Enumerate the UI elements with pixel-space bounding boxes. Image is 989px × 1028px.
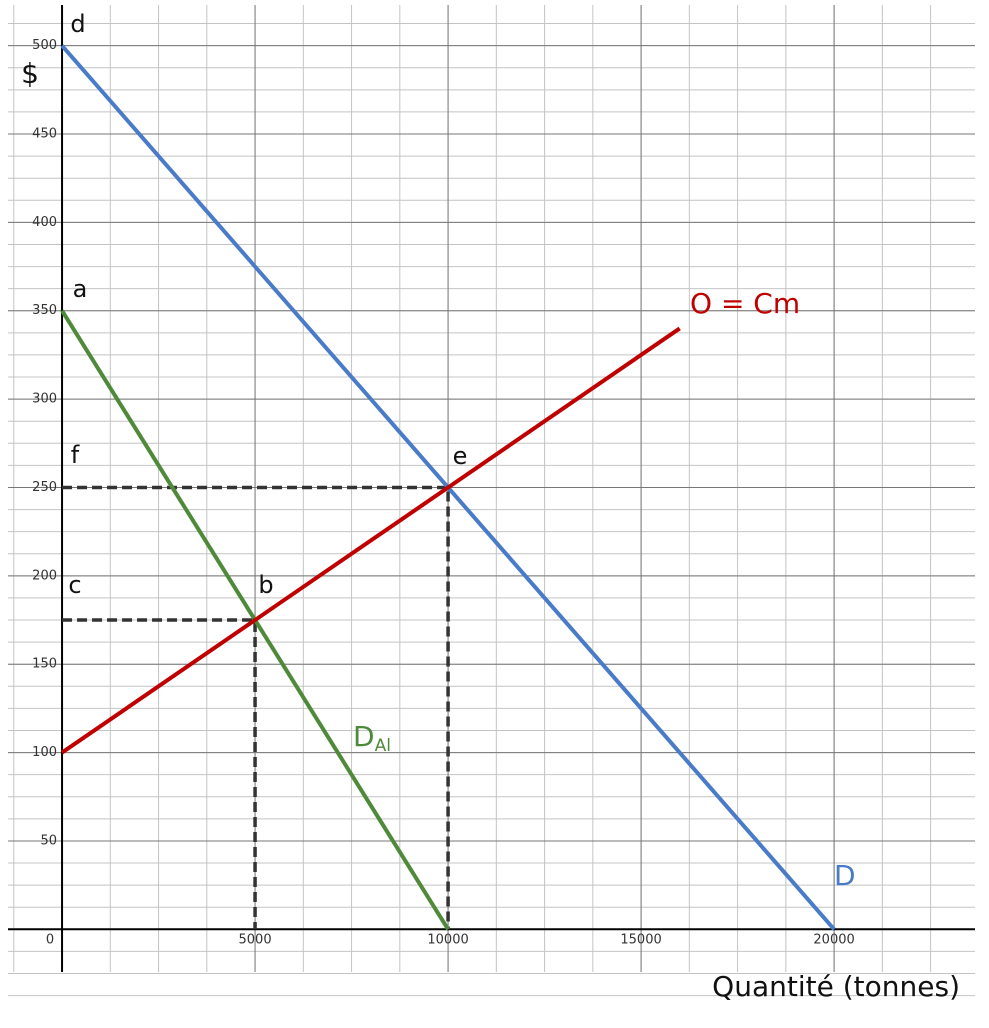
x-axis-label: Quantité (tonnes) [712,970,960,1003]
y-tick-label: 350 [32,303,57,318]
point-label: f [71,441,80,469]
guide-line [62,618,257,930]
series-name: D [834,859,856,892]
y-tick-label: 200 [32,568,57,583]
x-tick-label: 0 [46,933,54,948]
point-label: e [453,442,468,470]
y-axis-label: $ [21,57,39,90]
series-subscript: Al [375,736,391,756]
y-tick-label: 500 [32,38,57,53]
series-name: D [353,720,375,753]
series-label: D [834,859,856,892]
x-tick-label: 20000 [813,933,854,948]
point-label: d [70,10,85,38]
series-label: DAl [353,720,391,756]
guide-line [62,485,450,930]
point-label: a [73,275,88,303]
y-tick-label: 450 [32,127,57,142]
y-tick-label: 50 [40,833,57,848]
x-tick-label: 5000 [239,933,272,948]
y-tick-label: 150 [32,657,57,672]
point-label: b [258,571,273,599]
series-name: O = Cm [690,287,800,320]
x-tick-label: 10000 [427,933,468,948]
series-label: O = Cm [690,287,800,320]
series-line [60,326,681,755]
grid [8,5,975,997]
point-label: c [68,571,81,599]
y-tick-label: 300 [32,392,57,407]
y-tick-label: 100 [32,745,57,760]
y-tick-label: 250 [32,480,57,495]
y-tick-label: 400 [32,215,57,230]
x-tick-label: 15000 [620,933,661,948]
